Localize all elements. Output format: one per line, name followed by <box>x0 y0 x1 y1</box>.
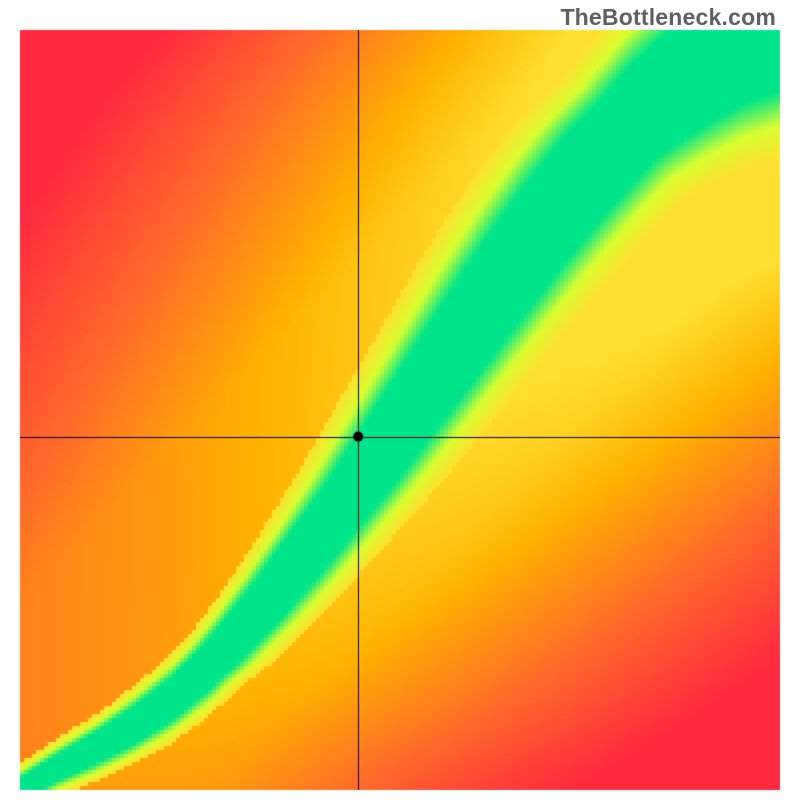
heatmap-canvas <box>0 0 800 800</box>
chart-container: TheBottleneck.com <box>0 0 800 800</box>
watermark-text: TheBottleneck.com <box>560 4 776 31</box>
